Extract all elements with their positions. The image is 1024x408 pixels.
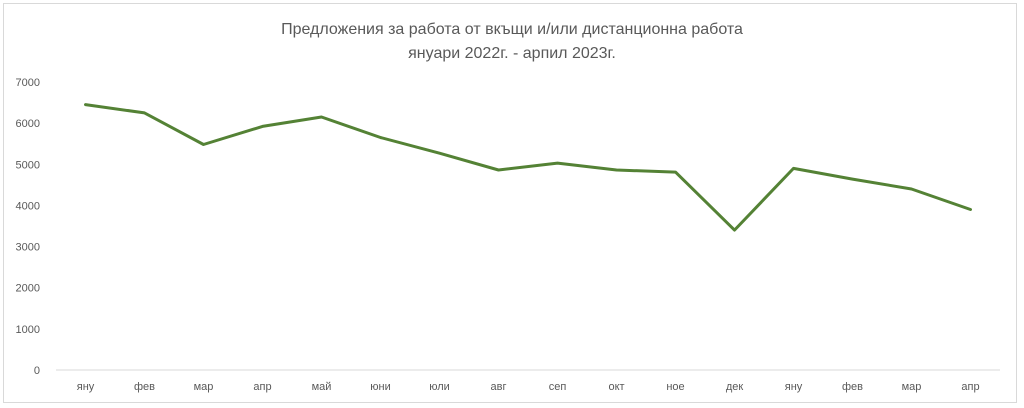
series-group xyxy=(84,103,972,232)
series-line xyxy=(84,103,972,232)
x-tick-label: авг xyxy=(491,381,507,393)
y-tick-label: 1000 xyxy=(16,324,40,336)
x-tick-label: мар xyxy=(902,381,922,393)
x-tick-label: фев xyxy=(134,381,155,393)
chart-subtitle: януари 2022г. - арпил 2023г. xyxy=(408,45,616,62)
chart-title-block: Предложения за работа от вкъщи и/или дис… xyxy=(0,18,1024,66)
x-tick-label: мар xyxy=(194,381,214,393)
y-tick-label: 3000 xyxy=(16,242,40,254)
x-tick-label: ное xyxy=(666,381,684,393)
x-tick-label: юли xyxy=(429,381,450,393)
x-axis-ticks: яну фев мар апр май юни юли авг сеп окт ное дек яну ф… xyxy=(77,381,980,393)
x-tick-label: окт xyxy=(608,381,624,393)
x-tick-label: сеп xyxy=(549,381,567,393)
y-tick-label: 6000 xyxy=(16,118,40,130)
y-tick-label: 0 xyxy=(34,365,40,377)
y-tick-label: 2000 xyxy=(16,283,40,295)
chart-frame xyxy=(3,3,1017,403)
x-tick-label: яну xyxy=(785,381,803,393)
chart-title: Предложения за работа от вкъщи и/или дис… xyxy=(281,21,743,38)
x-tick-label: апр xyxy=(253,381,271,393)
y-tick-label: 4000 xyxy=(16,200,40,212)
y-axis-ticks: 0 1000 2000 3000 4000 5000 6000 7000 xyxy=(16,77,40,377)
x-tick-label: фев xyxy=(842,381,863,393)
x-tick-label: яну xyxy=(77,381,95,393)
x-tick-label: май xyxy=(312,381,332,393)
y-tick-label: 7000 xyxy=(16,77,40,89)
x-tick-label: дек xyxy=(726,381,744,393)
x-tick-label: юни xyxy=(370,381,390,393)
x-tick-label: апр xyxy=(961,381,979,393)
y-tick-label: 5000 xyxy=(16,159,40,171)
